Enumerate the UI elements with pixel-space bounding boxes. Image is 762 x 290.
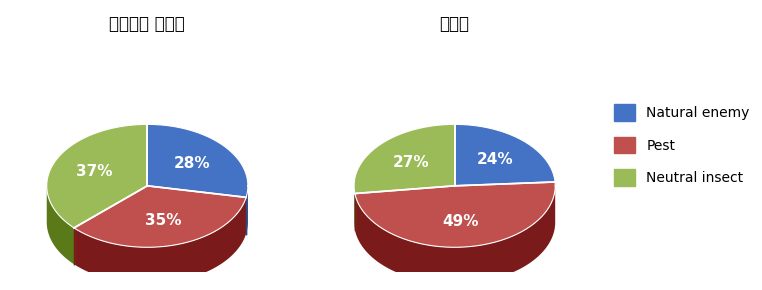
Text: 24%: 24% [476,152,513,167]
Title: 무처리: 무처리 [440,15,469,33]
Text: 35%: 35% [146,213,182,228]
Legend: Natural enemy, Pest, Neutral insect: Natural enemy, Pest, Neutral insect [609,99,755,191]
Text: 37%: 37% [75,164,112,179]
Text: 28%: 28% [174,156,210,171]
Polygon shape [354,124,455,193]
Text: 27%: 27% [392,155,429,170]
Polygon shape [355,182,555,247]
Polygon shape [354,186,355,230]
Polygon shape [74,186,246,247]
Polygon shape [355,188,555,284]
Polygon shape [74,197,246,284]
Title: 메리골드 주위작: 메리골드 주위작 [110,15,185,33]
Text: 49%: 49% [442,214,479,229]
Polygon shape [455,124,555,186]
Polygon shape [46,124,147,228]
Polygon shape [147,124,248,197]
Polygon shape [246,186,248,234]
Polygon shape [46,186,74,264]
